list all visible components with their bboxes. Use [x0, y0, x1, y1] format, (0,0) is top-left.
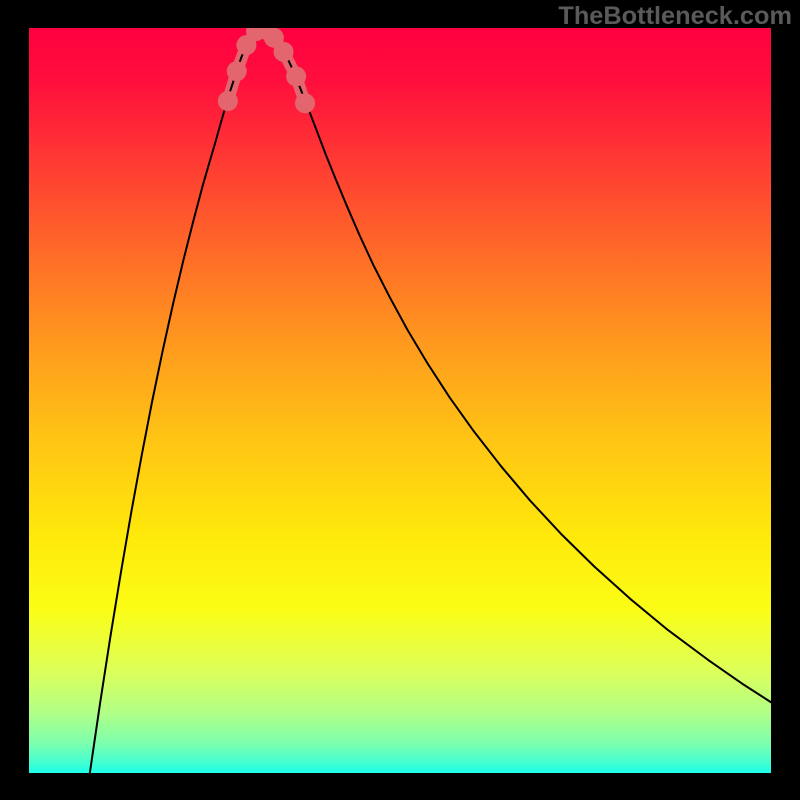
marker-group	[218, 28, 315, 113]
marker-dot	[286, 66, 306, 86]
chart-svg	[29, 28, 771, 773]
plot-area	[29, 28, 771, 773]
marker-dot	[274, 42, 294, 62]
left-curve	[90, 28, 263, 773]
right-curve	[263, 28, 771, 702]
marker-dot	[227, 61, 247, 81]
marker-dot	[295, 93, 315, 113]
watermark-text: TheBottleneck.com	[558, 2, 792, 31]
marker-dot	[218, 91, 238, 111]
